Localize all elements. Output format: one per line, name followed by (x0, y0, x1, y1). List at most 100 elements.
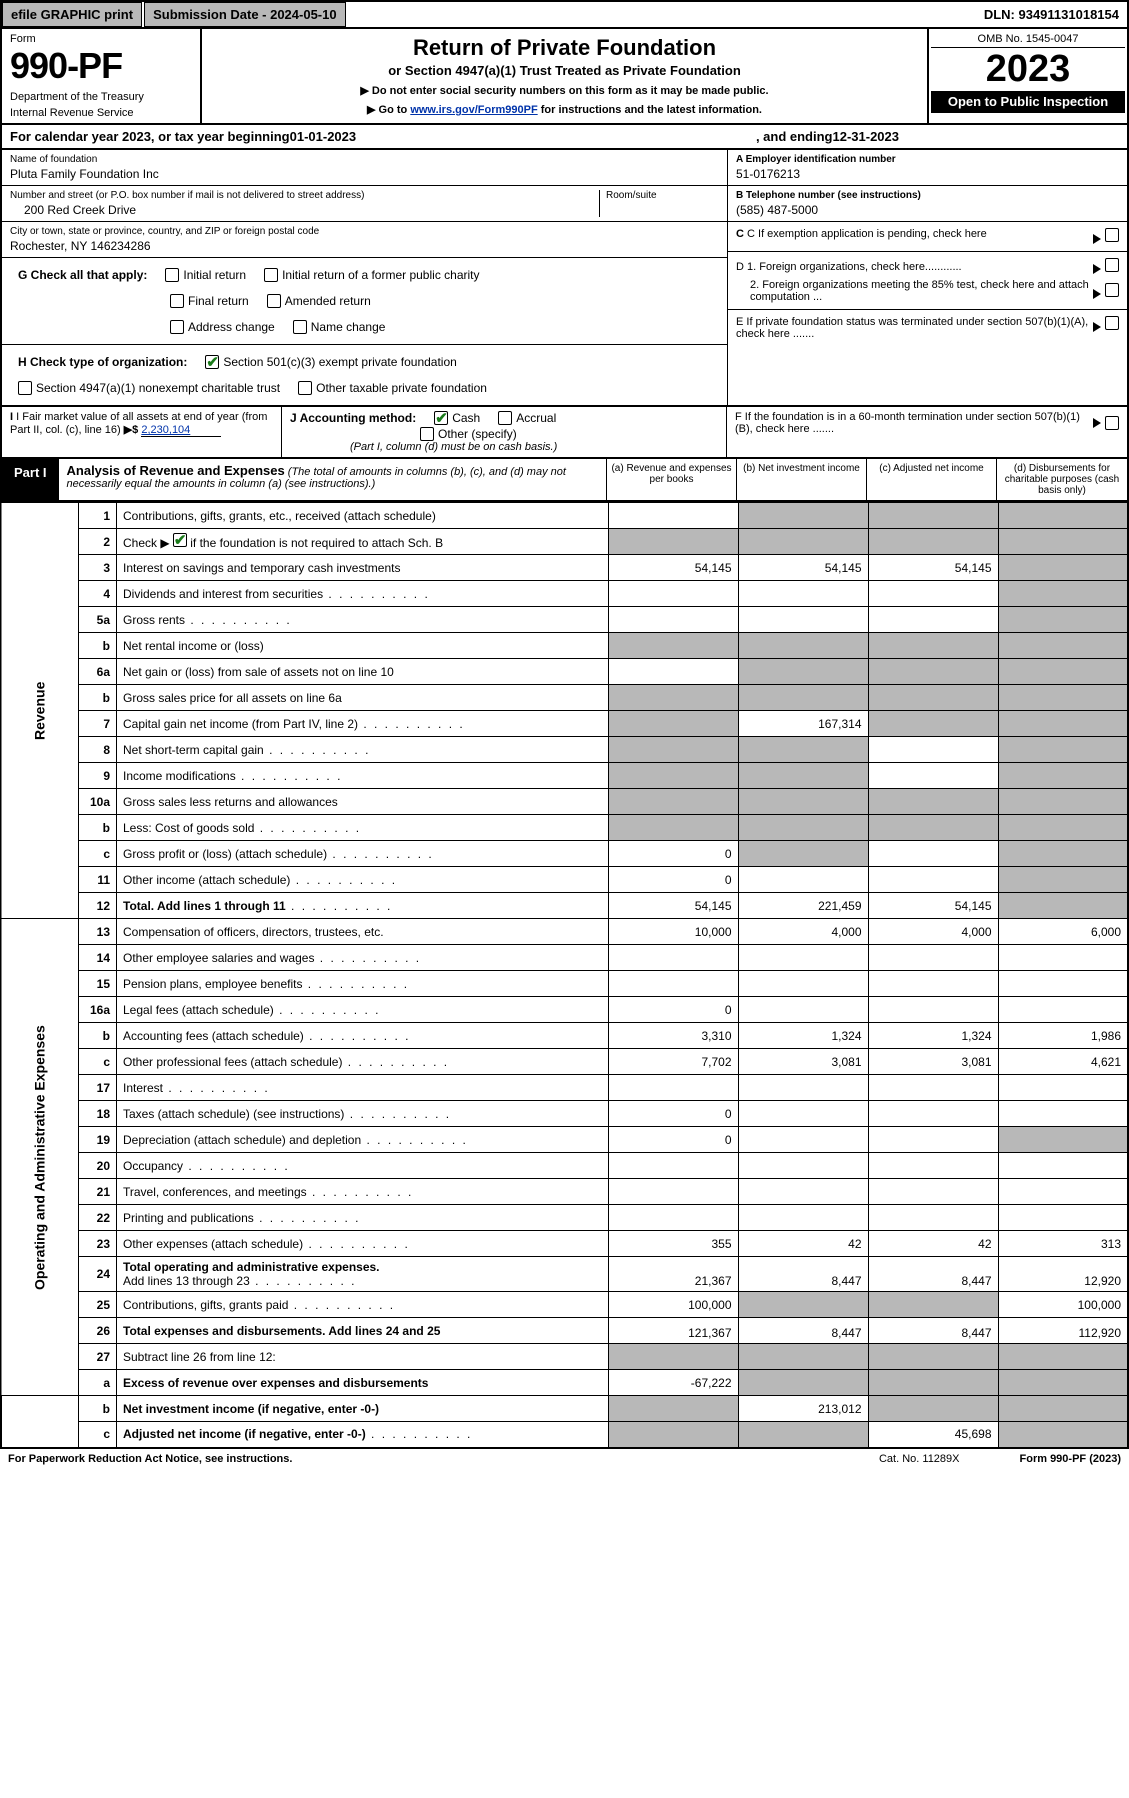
table-row: 15Pension plans, employee benefits (1, 971, 1128, 997)
row-10c-desc: Gross profit or (loss) (attach schedule) (117, 841, 609, 867)
phone-label: B Telephone number (see instructions) (736, 190, 921, 201)
r26-a: 121,367 (608, 1318, 738, 1344)
cal-pre: For calendar year 2023, or tax year begi… (10, 129, 290, 144)
irs-link[interactable]: www.irs.gov/Form990PF (410, 104, 537, 116)
r27a-a: -67,222 (608, 1370, 738, 1396)
row-16c-desc: Other professional fees (attach schedule… (117, 1049, 609, 1075)
cb-d1[interactable] (1105, 258, 1119, 272)
table-row: 23Other expenses (attach schedule)355424… (1, 1231, 1128, 1257)
top-bar: efile GRAPHIC print Submission Date - 20… (0, 0, 1129, 29)
r23-d: 313 (998, 1231, 1128, 1257)
row-17-desc: Interest (117, 1075, 609, 1101)
table-row: 11Other income (attach schedule)0 (1, 867, 1128, 893)
cb-name-change[interactable]: Name change (293, 320, 386, 334)
ein-label: A Employer identification number (736, 154, 896, 165)
revenue-vlabel: Revenue (1, 503, 79, 919)
cb-other-method[interactable]: Other (specify) (420, 427, 517, 441)
r3-b: 54,145 (738, 555, 868, 581)
r10c-a: 0 (608, 841, 738, 867)
row-10b-desc: Less: Cost of goods sold (117, 815, 609, 841)
table-row: cOther professional fees (attach schedul… (1, 1049, 1128, 1075)
cb-cash[interactable]: Cash (434, 411, 480, 425)
col-a-head: (a) Revenue and expenses per books (607, 459, 737, 500)
arrow-icon (1093, 234, 1101, 244)
r16c-a: 7,702 (608, 1049, 738, 1075)
table-row: 27Subtract line 26 from line 12: (1, 1344, 1128, 1370)
cb-other-taxable[interactable]: Other taxable private foundation (298, 381, 487, 395)
efile-button[interactable]: efile GRAPHIC print (2, 2, 142, 27)
part1-table: Revenue 1Contributions, gifts, grants, e… (0, 502, 1129, 1449)
cb-f[interactable] (1105, 416, 1119, 430)
header-center: Return of Private Foundation or Section … (202, 29, 927, 123)
cb-501c3[interactable]: Section 501(c)(3) exempt private foundat… (205, 355, 456, 369)
table-row: 10aGross sales less returns and allowanc… (1, 789, 1128, 815)
cb-initial-return[interactable]: Initial return (165, 268, 246, 282)
part1-header: Part I Analysis of Revenue and Expenses … (0, 459, 1129, 502)
row-13-desc: Compensation of officers, directors, tru… (117, 919, 609, 945)
row-15-desc: Pension plans, employee benefits (117, 971, 609, 997)
cb-final-return[interactable]: Final return (170, 294, 249, 308)
table-row: 26Total expenses and disbursements. Add … (1, 1318, 1128, 1344)
form-label: Form (10, 33, 192, 45)
row-21-desc: Travel, conferences, and meetings (117, 1179, 609, 1205)
footer: For Paperwork Reduction Act Notice, see … (0, 1449, 1129, 1469)
cb-4947[interactable]: Section 4947(a)(1) nonexempt charitable … (18, 381, 280, 395)
s4947-label: Section 4947(a)(1) nonexempt charitable … (36, 381, 280, 395)
row-20-desc: Occupancy (117, 1153, 609, 1179)
name-label: Name of foundation (10, 154, 719, 165)
row-27-desc: Subtract line 26 from line 12: (117, 1344, 609, 1370)
table-row: bNet investment income (if negative, ent… (1, 1396, 1128, 1422)
r24-c: 8,447 (868, 1257, 998, 1292)
check-icon (173, 533, 187, 547)
room-label: Room/suite (606, 190, 719, 201)
row-16b-desc: Accounting fees (attach schedule) (117, 1023, 609, 1049)
cb-initial-former[interactable]: Initial return of a former public charit… (264, 268, 479, 282)
dln-label: DLN: 93491131018154 (976, 3, 1127, 26)
row-27a-desc: Excess of revenue over expenses and disb… (117, 1370, 609, 1396)
part1-title: Analysis of Revenue and Expenses (The to… (59, 459, 607, 500)
r27c-c: 45,698 (868, 1422, 998, 1448)
r13-c: 4,000 (868, 919, 998, 945)
foundation-city: Rochester, NY 146234286 (10, 239, 719, 253)
row-10a-desc: Gross sales less returns and allowances (117, 789, 609, 815)
r7-b: 167,314 (738, 711, 868, 737)
cb-accrual[interactable]: Accrual (498, 411, 556, 425)
other-method-label: Other (specify) (438, 427, 517, 441)
final-return-label: Final return (188, 294, 249, 308)
cb-c[interactable] (1105, 228, 1119, 242)
cb-d2[interactable] (1105, 283, 1119, 297)
h-section: H Check type of organization: Section 50… (2, 345, 727, 405)
amended-return-label: Amended return (285, 294, 371, 308)
initial-return-label: Initial return (183, 268, 246, 282)
row-27c-desc: Adjusted net income (if negative, enter … (117, 1422, 609, 1448)
initial-former-label: Initial return of a former public charit… (282, 268, 479, 282)
row-8-desc: Net short-term capital gain (117, 737, 609, 763)
row-5b-desc: Net rental income or (loss) (117, 633, 609, 659)
table-row: 18Taxes (attach schedule) (see instructi… (1, 1101, 1128, 1127)
r24-b: 8,447 (738, 1257, 868, 1292)
expenses-vlabel: Operating and Administrative Expenses (1, 919, 79, 1396)
ein-value: 51-0176213 (736, 167, 1119, 181)
tax-year: 2023 (931, 48, 1125, 91)
table-row: 16aLegal fees (attach schedule)0 (1, 997, 1128, 1023)
r23-c: 42 (868, 1231, 998, 1257)
fmv-value[interactable]: 2,230,104 (141, 424, 221, 437)
r26-d: 112,920 (998, 1318, 1128, 1344)
r26-b: 8,447 (738, 1318, 868, 1344)
name-change-label: Name change (311, 320, 386, 334)
i-cell: I I Fair market value of all assets at e… (2, 407, 282, 457)
cb-amended-return[interactable]: Amended return (267, 294, 371, 308)
table-row: 20Occupancy (1, 1153, 1128, 1179)
table-row: cAdjusted net income (if negative, enter… (1, 1422, 1128, 1448)
table-row: Operating and Administrative Expenses 13… (1, 919, 1128, 945)
phone-cell: B Telephone number (see instructions) (5… (728, 186, 1127, 222)
g-section: G Check all that apply: Initial return I… (2, 258, 727, 345)
table-row: 21Travel, conferences, and meetings (1, 1179, 1128, 1205)
form-header: Form 990-PF Department of the Treasury I… (0, 29, 1129, 125)
arrow-icon (1093, 264, 1101, 274)
row-7-desc: Capital gain net income (from Part IV, l… (117, 711, 609, 737)
cb-e[interactable] (1105, 316, 1119, 330)
table-row: aExcess of revenue over expenses and dis… (1, 1370, 1128, 1396)
cb-address-change[interactable]: Address change (170, 320, 275, 334)
table-row: 25Contributions, gifts, grants paid100,0… (1, 1292, 1128, 1318)
